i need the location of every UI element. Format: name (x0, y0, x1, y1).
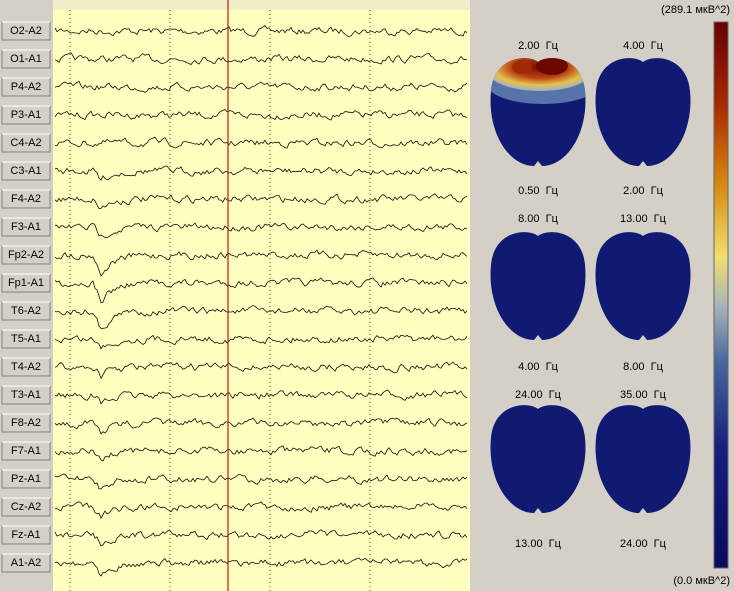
channel-label[interactable]: P3-A1 (11, 109, 42, 121)
map-frequency: 4.00 Гц (518, 361, 558, 373)
channel-label[interactable]: F3-A1 (11, 221, 41, 233)
eeg-trace (54, 529, 468, 547)
channel-label[interactable]: T4-A2 (11, 361, 41, 373)
brain-map (595, 232, 691, 340)
channel-label[interactable]: T5-A1 (11, 333, 41, 345)
eeg-trace (54, 417, 468, 435)
map-frequency: 4.00 Гц (623, 40, 663, 52)
time-strip (53, 0, 470, 10)
channel-label[interactable]: F7-A1 (11, 445, 41, 457)
eeg-trace (54, 136, 468, 149)
eeg-trace (54, 24, 468, 38)
map-frequency: 13.00 Гц (620, 213, 667, 225)
channel-label[interactable]: A1-A2 (11, 557, 42, 569)
eeg-trace (54, 334, 468, 350)
map-frequency: 2.00 Гц (518, 40, 558, 52)
brain-map (595, 405, 691, 513)
heat-peak (512, 60, 532, 74)
channel-label[interactable]: T6-A2 (11, 305, 41, 317)
eeg-trace (54, 109, 468, 121)
heat-peak (536, 58, 568, 75)
eeg-trace (54, 249, 468, 277)
eeg-trace (54, 361, 468, 380)
map-frequency: 2.00 Гц (623, 185, 663, 197)
channel-label[interactable]: Fz-A1 (11, 529, 40, 541)
brain-map (490, 232, 586, 340)
eeg-area (53, 0, 470, 591)
eeg-trace (54, 445, 468, 462)
eeg-trace (54, 277, 468, 304)
eeg-trace (54, 222, 468, 238)
eeg-trace (54, 473, 468, 490)
channel-label[interactable]: F4-A2 (11, 193, 41, 205)
map-frequency: 0.50 Гц (518, 185, 558, 197)
eeg-trace (54, 165, 468, 181)
channel-label[interactable]: Pz-A1 (11, 473, 41, 485)
colorbar (713, 21, 729, 569)
eeg-trace (54, 193, 468, 210)
eeg-trace (54, 304, 468, 329)
channel-label[interactable]: T3-A1 (11, 389, 41, 401)
brain-map (595, 58, 691, 166)
channel-label[interactable]: O2-A2 (10, 25, 42, 37)
channel-label[interactable]: O1-A1 (10, 53, 42, 65)
map-frequency: 24.00 Гц (620, 538, 667, 550)
eeg-trace (54, 52, 468, 66)
colorbar-min: (0.0 мкВ^2) (673, 575, 730, 587)
colorbar-max: (289.1 мкВ^2) (661, 4, 730, 16)
channel-label[interactable]: Fp1-A1 (8, 277, 44, 289)
channel-label[interactable]: Cz-A2 (11, 501, 42, 513)
eeg-trace (54, 501, 468, 520)
channel-label[interactable]: P4-A2 (11, 81, 42, 93)
eeg-trace (54, 389, 468, 405)
brain-map (490, 405, 586, 513)
eeg-trace (54, 557, 468, 577)
map-frequency: 35.00 Гц (620, 389, 667, 401)
map-frequency: 24.00 Гц (515, 389, 562, 401)
channel-label[interactable]: Fp2-A2 (8, 249, 44, 261)
map-frequency: 8.00 Гц (623, 361, 663, 373)
map-frequency: 8.00 Гц (518, 213, 558, 225)
channel-label[interactable]: C4-A2 (10, 137, 41, 149)
eeg-trace (54, 80, 468, 93)
map-frequency: 13.00 Гц (515, 538, 562, 550)
channel-label[interactable]: F8-A2 (11, 417, 41, 429)
channel-label[interactable]: C3-A1 (10, 165, 41, 177)
